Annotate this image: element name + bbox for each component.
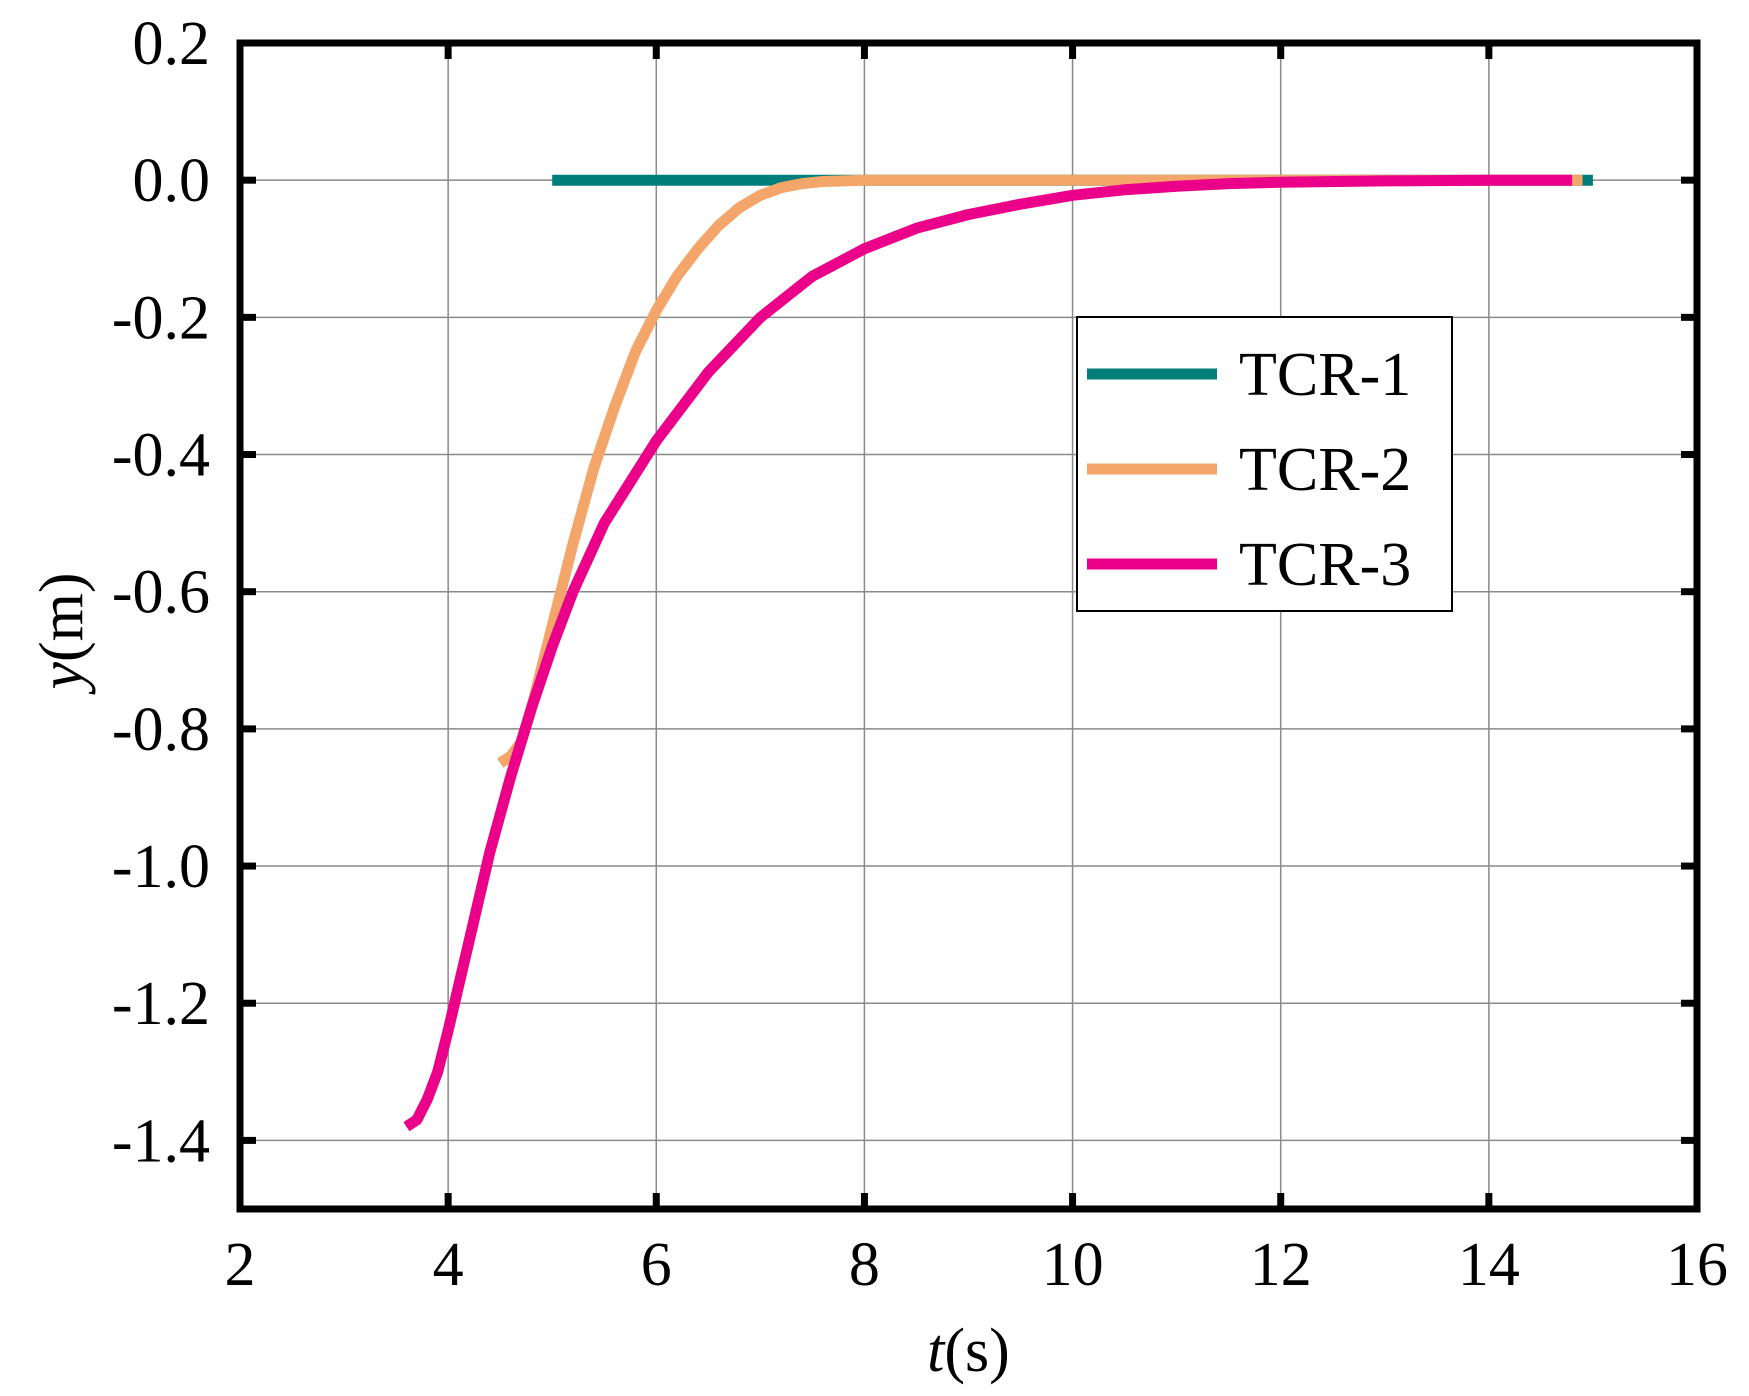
tick-marks [236, 39, 1701, 1209]
series-line-tcr-3 [403, 174, 1573, 1132]
x-tick-label: 2 [225, 1231, 256, 1299]
x-tick-label: 6 [641, 1231, 672, 1299]
legend-label-tcr-1: TCR-1 [1239, 341, 1411, 409]
x-tick-label: 12 [1250, 1231, 1312, 1299]
x-tick-label: 8 [849, 1231, 880, 1299]
x-tick-label: 10 [1042, 1231, 1104, 1299]
series-line-tcr-2 [497, 174, 1583, 768]
y-tick-label: -1.2 [112, 970, 210, 1038]
grid [239, 42, 1698, 1209]
x-tick-label: 14 [1458, 1231, 1520, 1299]
x-tick-label: 16 [1666, 1231, 1728, 1299]
legend-label-tcr-2: TCR-2 [1239, 436, 1411, 504]
y-tick-label: 0.0 [133, 147, 211, 215]
y-tick-labels: 0.2 0.0 -0.2 -0.4 -0.6 -0.8 -1.0 -1.2 -1.4 [112, 10, 210, 1175]
y-axis-variable: y [28, 662, 96, 696]
y-axis-unit: (m) [28, 572, 96, 662]
x-axis-unit: (s) [944, 1317, 1009, 1385]
x-axis-variable: t [927, 1317, 946, 1385]
y-tick-label: -0.4 [112, 422, 210, 490]
x-tick-label: 4 [433, 1231, 464, 1299]
y-tick-label: -1.0 [112, 833, 210, 901]
y-tick-label: -0.6 [112, 559, 210, 627]
y-axis-label: y(m) [28, 572, 96, 695]
series-group [403, 174, 1593, 1132]
y-tick-label: 0.2 [133, 10, 211, 78]
y-tick-label: -1.4 [112, 1107, 210, 1175]
plot-frame [236, 39, 1701, 1213]
x-axis-label: t(s) [927, 1317, 1010, 1385]
legend-label-tcr-3: TCR-3 [1239, 531, 1411, 599]
y-tick-label: -0.8 [112, 696, 210, 764]
legend: TCR-1 TCR-2 TCR-3 [1076, 316, 1453, 612]
x-tick-labels: 2 4 6 8 10 12 14 16 [225, 1231, 1729, 1299]
y-tick-label: -0.2 [112, 284, 210, 352]
